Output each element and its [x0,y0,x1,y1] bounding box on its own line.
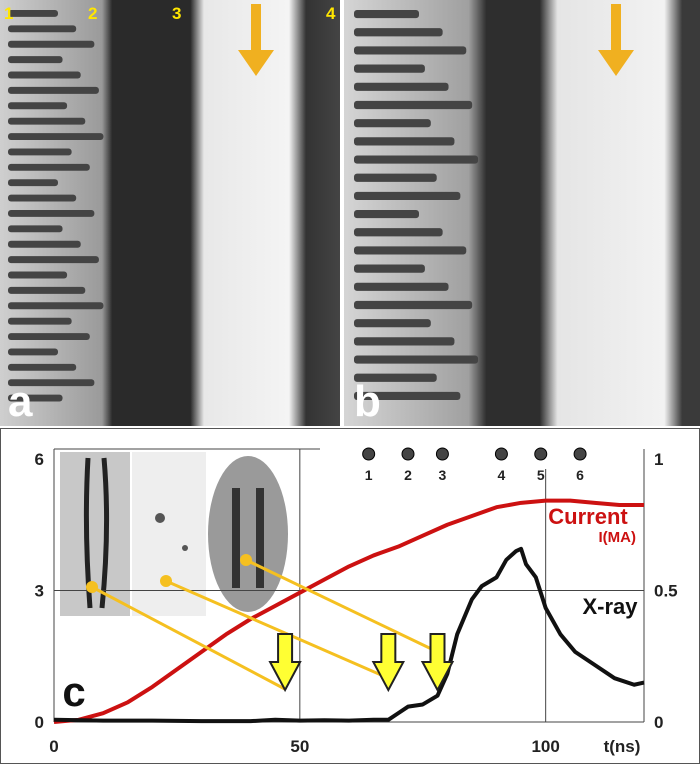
marker-dot [435,447,449,461]
marker-label: 1 [365,467,373,483]
y-right-tick-label: 1 [654,450,663,469]
x-tick-label: 0 [49,737,58,756]
panel-b-image: b [344,0,700,426]
xray-series-label: X-ray [582,594,638,619]
marker-label: 3 [439,467,447,483]
marker-dot [401,447,415,461]
panel-c-chart: 0 50 100 t(ns) 0 3 6 0 0.5 1 1 2 3 4 5 6 Current I(MA) X… [0,428,700,764]
electrode-label-1: 1 [4,4,14,23]
panel-a-letter: a [8,377,33,426]
arrow-icon [598,4,634,76]
marker-dot [494,447,508,461]
panel-a-image: 1 2 3 4 a [0,0,340,426]
marker-label: 2 [404,467,412,483]
current-line [53,498,644,724]
marker-label: 5 [537,467,545,483]
y-right-tick-label: 0 [654,713,663,732]
xray-line [53,546,645,724]
y-right-tick-label: 0.5 [654,582,678,601]
x-axis-label: t(ns) [604,737,641,756]
insert-link-dot [160,575,172,587]
electrode-label-2: 2 [88,4,98,23]
electrode-label-4: 4 [326,4,336,23]
marker-label: 6 [576,467,584,483]
insert-link-dot [86,581,98,593]
y-left-tick-label: 6 [35,450,44,469]
arrow-icon [238,4,274,76]
marker-dot [534,447,548,461]
marker-dot [573,447,587,461]
time-arrow-icon [371,633,406,693]
electrode-label-3: 3 [172,4,182,23]
y-left-tick-label: 0 [35,713,44,732]
y-left-tick-label: 3 [35,582,44,601]
x-tick-label: 100 [531,737,559,756]
insert-link-line [91,585,286,691]
current-series-label: Current [548,504,628,529]
insert-link-dot [240,554,252,566]
insert-link-line [165,579,389,680]
time-arrow-icon [420,633,455,693]
x-tick-label: 50 [290,737,309,756]
panel-b-texture [344,0,700,426]
panel-c-letter: c [62,668,85,715]
insert-link-line [245,558,439,654]
panel-a-texture [0,0,340,426]
marker-dot [362,447,376,461]
time-arrow-icon [268,633,302,693]
current-unit-label: I(MA) [599,529,637,546]
marker-label: 4 [498,467,506,483]
chart-axes: 0 50 100 t(ns) 0 3 6 0 0.5 1 [35,448,678,756]
panel-b-letter: b [354,377,381,426]
